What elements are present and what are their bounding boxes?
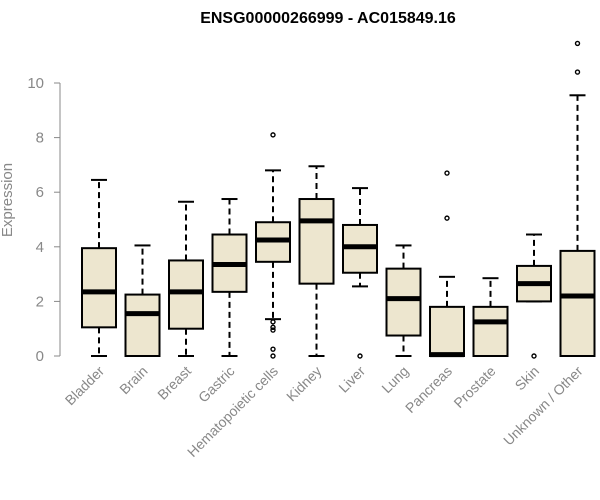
box-brain bbox=[124, 244, 161, 358]
y-axis: 0 2 4 6 8 10 bbox=[27, 75, 61, 365]
outlier-point bbox=[270, 319, 276, 325]
box-body bbox=[429, 305, 465, 357]
box-kidney bbox=[298, 165, 335, 357]
box-liver bbox=[342, 187, 378, 359]
box-body bbox=[559, 249, 596, 358]
outlier-point bbox=[444, 170, 450, 176]
outlier-point bbox=[357, 353, 363, 359]
x-tick-label: Gastric bbox=[195, 363, 238, 406]
outlier-point bbox=[574, 69, 581, 75]
box-body bbox=[472, 305, 509, 357]
y-tick-label: 2 bbox=[36, 293, 44, 310]
outlier-point bbox=[270, 132, 276, 138]
box-body bbox=[385, 267, 422, 337]
box-pancreas bbox=[429, 170, 465, 358]
box-unknown-other bbox=[559, 40, 596, 358]
outlier-point bbox=[270, 346, 276, 352]
x-tick-label: Liver bbox=[335, 363, 368, 396]
y-axis-label: Expression bbox=[0, 163, 16, 237]
box-skin bbox=[516, 233, 552, 359]
outlier-point bbox=[574, 40, 581, 47]
boxes bbox=[81, 40, 596, 359]
x-tick-label: Brain bbox=[116, 363, 150, 397]
box-lung bbox=[385, 244, 422, 357]
outlier-point bbox=[531, 353, 537, 359]
x-tick-label: Breast bbox=[154, 363, 194, 403]
x-tick-label: Lung bbox=[378, 363, 411, 396]
box-breast bbox=[168, 200, 204, 357]
outlier-point bbox=[270, 324, 276, 331]
y-tick-label: 10 bbox=[27, 75, 44, 92]
chart-title: ENSG00000266999 - AC015849.16 bbox=[200, 10, 456, 27]
outlier-point bbox=[444, 215, 450, 221]
x-tick-label: Prostate bbox=[450, 363, 498, 411]
x-tick-label: Kidney bbox=[283, 363, 325, 405]
box-hematopoietic-cells bbox=[255, 132, 291, 359]
box-bladder bbox=[81, 178, 117, 357]
y-tick-label: 0 bbox=[36, 348, 44, 365]
y-tick-label: 8 bbox=[36, 130, 44, 147]
outlier-point bbox=[270, 353, 276, 359]
outlier-point bbox=[270, 327, 276, 333]
x-tick-label: Bladder bbox=[62, 363, 108, 409]
x-tick-label: Pancreas bbox=[402, 363, 455, 416]
y-tick-label: 6 bbox=[36, 184, 44, 201]
x-tick-label: Unknown / Other bbox=[500, 363, 586, 449]
box-body bbox=[81, 247, 117, 329]
box-gastric bbox=[211, 198, 248, 357]
x-tick-label: Skin bbox=[512, 363, 543, 394]
box-body bbox=[298, 198, 335, 285]
box-prostate bbox=[472, 277, 509, 357]
box-body bbox=[124, 293, 161, 358]
box-body bbox=[168, 259, 204, 330]
y-tick-label: 4 bbox=[36, 239, 44, 256]
